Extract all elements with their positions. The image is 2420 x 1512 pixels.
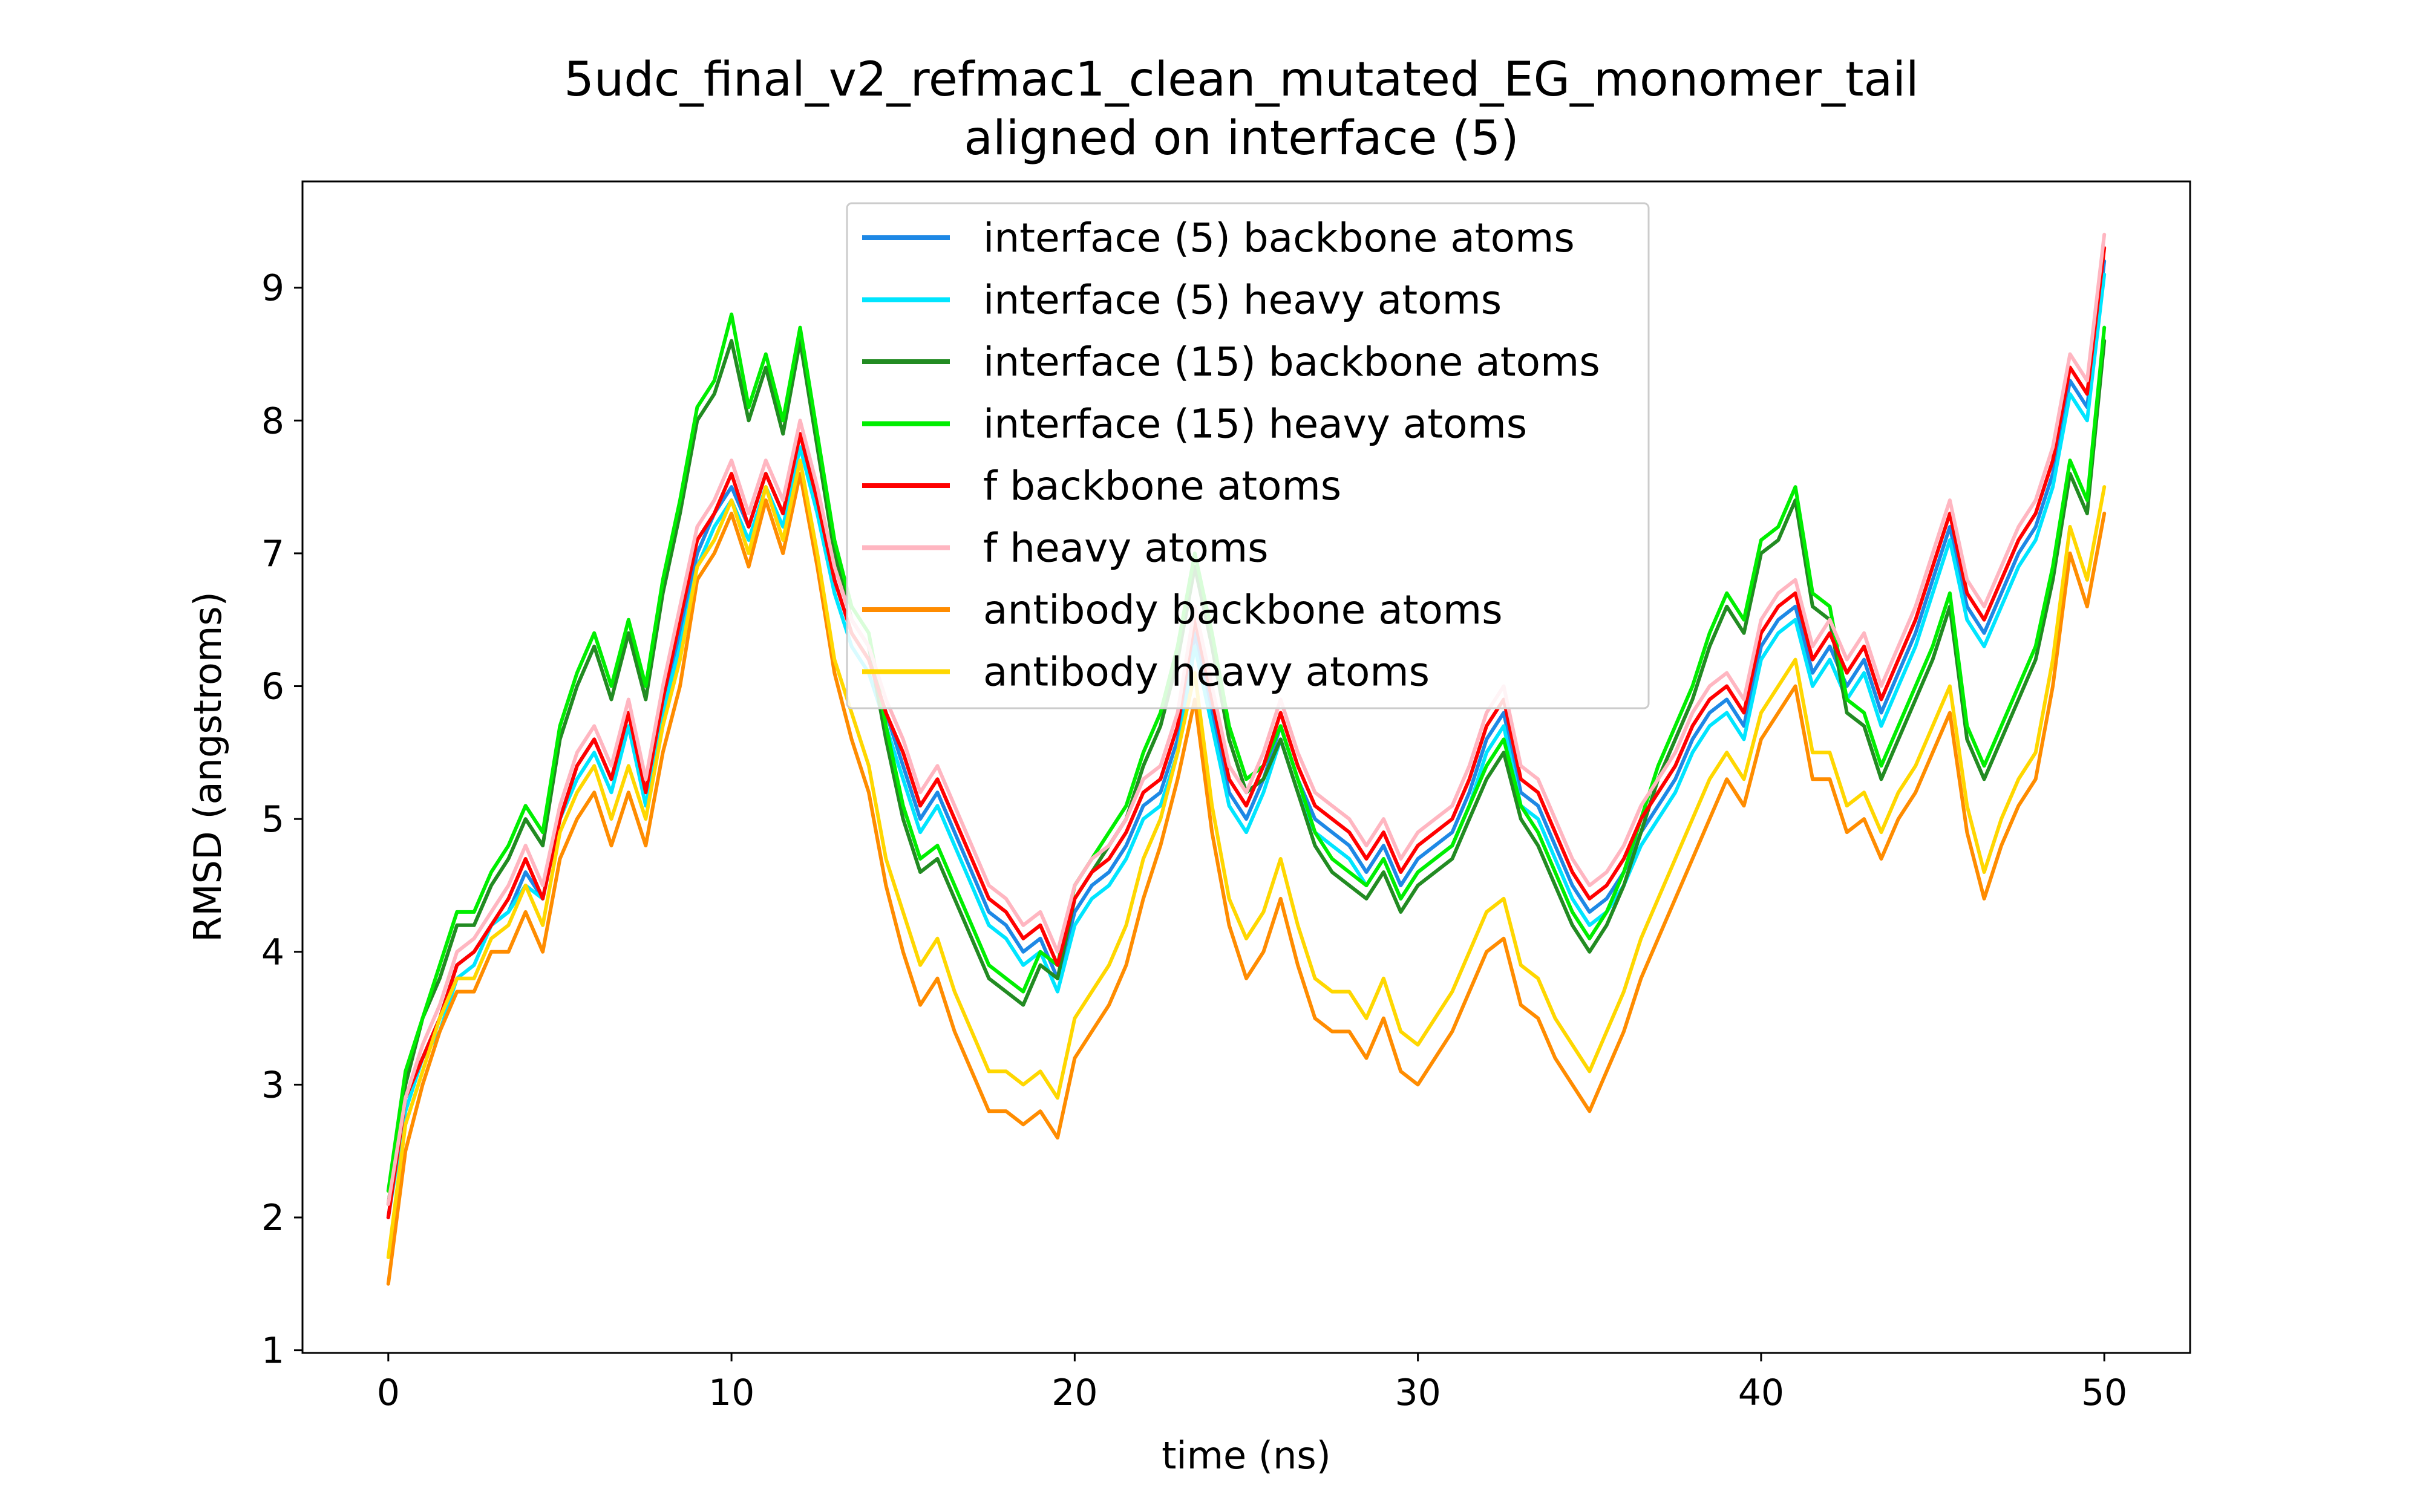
legend-label-8: antibody heavy atoms [983,649,1430,696]
series-line-6 [386,232,2107,1206]
series-line-2 [386,272,2107,1219]
series-line-4 [386,312,2107,1193]
series-line-7 [386,472,2107,1286]
legend-box [846,202,1650,709]
plot-lines [386,232,2107,1286]
x-axis-label: time (ns) [1162,1433,1331,1478]
x-tick-label: 20 [1051,1372,1097,1414]
y-tick-label: 3 [261,1064,284,1106]
y-tick-label: 8 [261,400,284,442]
chart-title: 5udc_final_v2_refmac1_clean_mutated_EG_m… [564,53,1918,107]
x-axis-ticks: 0 10 20 30 40 50 [377,1353,2127,1414]
legend-label-6: f heavy atoms [983,525,1269,572]
legend-label-2: interface (5) heavy atoms [983,277,1502,324]
legend-label-1: interface (5) backbone atoms [983,215,1575,261]
legend-label-3: interface (15) backbone atoms [983,339,1600,385]
y-tick-label: 2 [261,1197,284,1239]
y-axis-ticks: 1 2 3 4 5 6 7 8 9 [261,267,302,1372]
x-tick-label: 10 [708,1372,754,1414]
legend-label-7: antibody backbone atoms [983,587,1503,633]
legend: interface (5) backbone atoms interface (5… [846,202,1650,709]
series-line-8 [386,458,2107,1259]
y-tick-label: 9 [261,267,284,310]
x-tick-label: 50 [2081,1372,2127,1414]
series-line-5 [386,246,2107,1219]
series-line-1 [386,259,2107,1219]
y-tick-label: 1 [261,1330,284,1372]
y-tick-label: 4 [261,931,284,974]
legend-label-5: f backbone atoms [983,463,1341,509]
x-tick-label: 0 [377,1372,400,1414]
legend-label-4: interface (15) heavy atoms [983,401,1527,448]
y-tick-label: 6 [261,666,284,708]
y-tick-label: 5 [261,798,284,841]
y-axis-label: RMSD (angstroms) [186,591,230,942]
x-tick-label: 40 [1738,1372,1784,1414]
x-tick-label: 30 [1395,1372,1441,1414]
plot-frame [301,180,2191,1354]
y-tick-label: 7 [261,533,284,575]
chart-subtitle: aligned on interface (5) [964,111,1519,166]
